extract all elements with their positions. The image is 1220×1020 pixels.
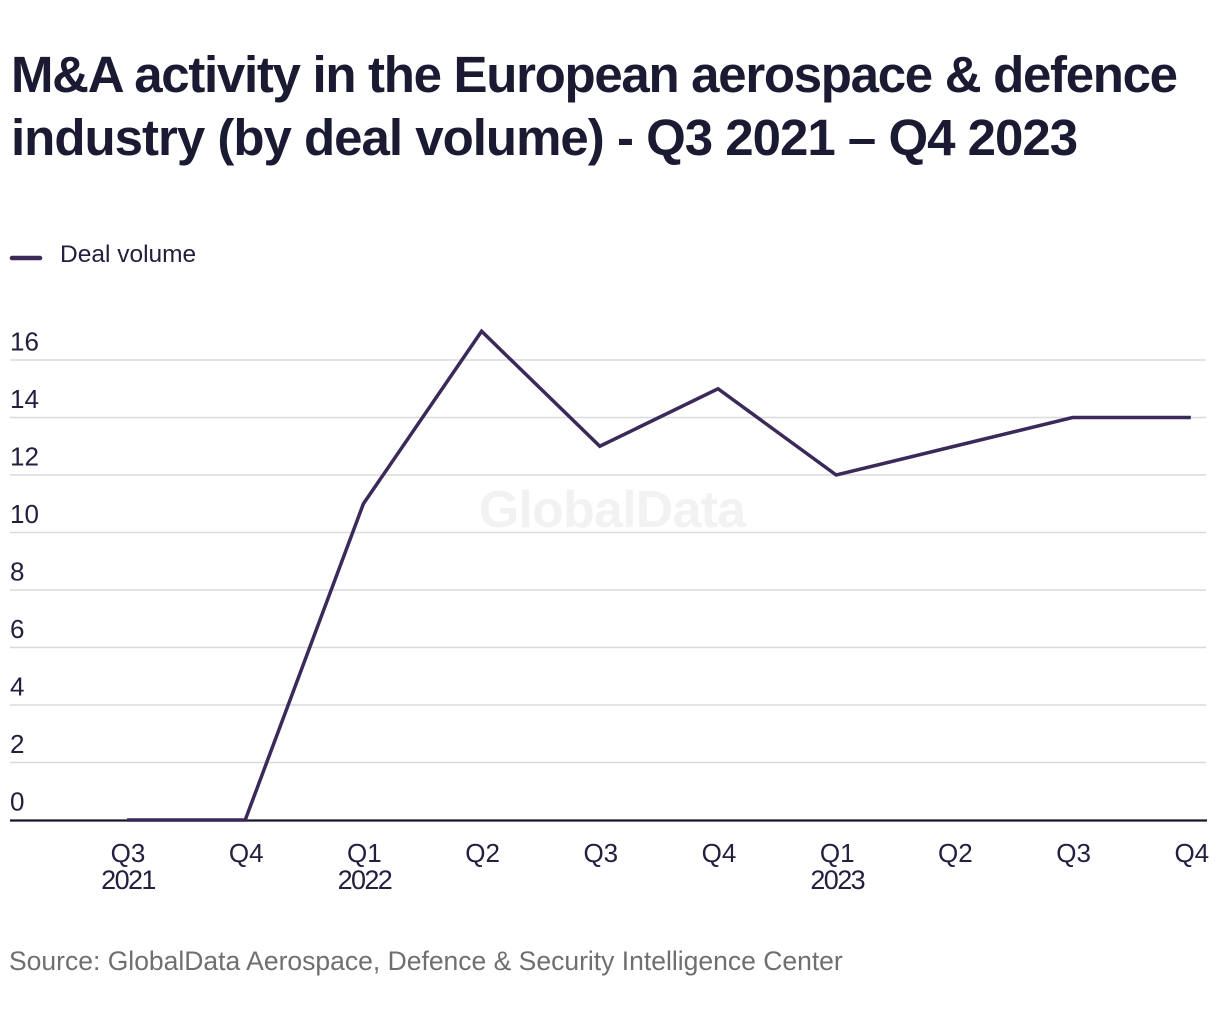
svg-text:16: 16: [10, 327, 39, 357]
svg-text:4: 4: [10, 672, 24, 702]
svg-text:Q4: Q4: [702, 838, 737, 868]
svg-text:Q2: Q2: [465, 838, 500, 868]
svg-text:6: 6: [10, 614, 24, 644]
svg-text:Q1: Q1: [347, 838, 382, 868]
svg-text:2021: 2021: [101, 865, 155, 895]
svg-text:GlobalData: GlobalData: [479, 481, 747, 539]
svg-text:Deal volume: Deal volume: [60, 241, 196, 268]
svg-text:Q3: Q3: [111, 838, 146, 868]
svg-text:2023: 2023: [810, 865, 864, 895]
svg-text:2022: 2022: [338, 865, 392, 895]
svg-text:8: 8: [10, 557, 24, 587]
svg-text:2: 2: [10, 729, 24, 759]
svg-text:14: 14: [10, 384, 39, 414]
svg-text:Q1: Q1: [820, 838, 855, 868]
svg-text:0: 0: [10, 787, 24, 817]
svg-text:10: 10: [10, 499, 39, 529]
svg-text:Q4: Q4: [1174, 838, 1209, 868]
svg-text:Q3: Q3: [1056, 838, 1091, 868]
svg-text:12: 12: [10, 442, 39, 472]
svg-text:Q4: Q4: [229, 838, 264, 868]
svg-text:Q2: Q2: [938, 838, 973, 868]
svg-text:Q3: Q3: [583, 838, 618, 868]
